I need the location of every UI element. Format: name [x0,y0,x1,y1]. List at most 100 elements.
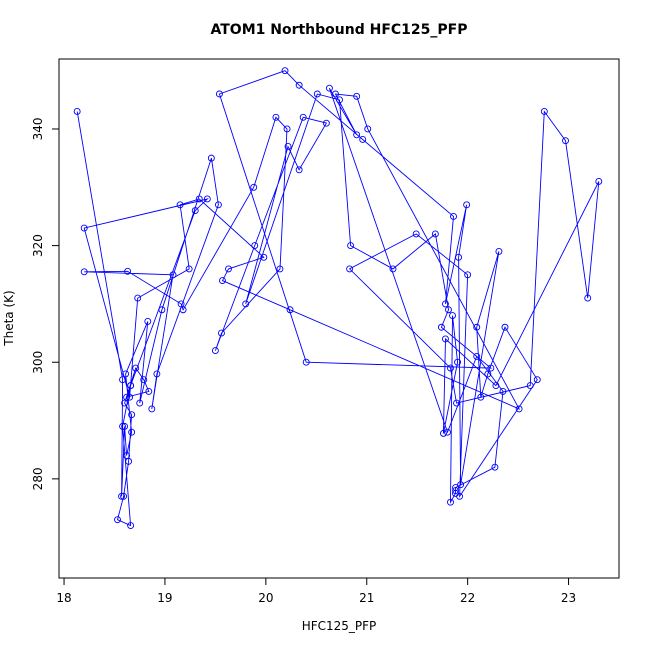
data-point [121,399,129,407]
x-axis-label: HFC125_PFP [302,619,377,633]
data-point [132,364,140,372]
data-point [283,125,291,133]
data-point [447,498,454,506]
data-point [145,387,153,395]
data-point [447,364,454,372]
data-point [242,300,250,308]
data-point [412,230,420,238]
data-point [225,265,232,273]
x-tick-label: 22 [460,591,475,605]
data-point [295,166,303,174]
data-point [272,113,280,121]
data-point [353,92,361,100]
data-point [176,201,184,209]
data-point [595,178,603,185]
data-point [332,90,339,98]
data-point [284,143,292,150]
data-point [128,411,136,419]
data-point [127,382,135,390]
x-axis: 18 19 20 21 22 23 [56,577,576,605]
data-point [191,207,199,215]
data-point [526,382,534,390]
data-point [322,119,330,127]
data-point [136,399,144,407]
data-point [80,224,88,232]
data-point [445,306,452,314]
data-point [203,195,211,203]
data-point [313,90,321,98]
data-point [442,300,449,308]
y-tick-label: 300 [31,351,45,374]
data-point [437,323,445,331]
data-point [219,277,226,285]
data-point [454,358,462,366]
data-point [346,265,354,273]
x-tick-label: 23 [561,591,576,605]
data-point [80,268,88,276]
data-point [276,265,284,273]
data-point [562,137,569,145]
data-point [127,522,135,529]
data-point [158,306,166,314]
y-tick-label: 280 [31,467,45,490]
data-point [123,452,131,459]
data-point [144,317,152,325]
x-tick-label: 18 [56,591,71,605]
data-point [515,405,523,413]
data-point [452,484,459,492]
data-point [336,96,343,104]
x-tick-label: 19 [157,591,172,605]
data-point [185,265,193,273]
data-point [325,84,333,92]
series-line [76,70,600,527]
chart-title: ATOM1 Northbound HFC125_PFP [211,22,468,38]
x-tick-label: 20 [258,591,273,605]
data-point [215,90,223,98]
data-point [347,242,355,250]
data-point [118,492,126,500]
data-point [73,108,81,115]
data-point [119,376,127,384]
data-point [286,306,294,314]
data-point [211,347,219,355]
data-point [169,271,177,279]
data-point [492,382,500,390]
data-point [457,481,465,489]
data-point [126,393,134,401]
data-point [473,323,481,331]
data-point [124,267,132,275]
data-point [207,154,215,162]
data-point [452,487,459,494]
data-point [120,492,128,500]
data-point [491,463,499,471]
data-point [295,81,303,89]
data-point [450,212,457,220]
series-layer [73,67,603,529]
data-point [140,376,148,384]
data-point [359,136,367,143]
data-point [214,201,222,209]
data-point [299,113,307,121]
data-point [353,131,361,139]
data-point [121,422,129,430]
data-point [453,399,460,407]
data-point [134,294,142,302]
data-point [250,183,258,191]
data-point [114,516,121,524]
y-axis-label: Theta (K) [2,290,16,346]
data-point [431,230,439,238]
data-point [389,265,397,273]
data-point [533,376,541,384]
data-point [153,370,161,378]
data-point [177,300,185,308]
y-axis: 280 300 320 340 [31,118,60,490]
data-point [499,387,507,395]
data-point [128,428,136,436]
data-point [540,108,548,115]
data-point [119,422,127,430]
data-point [484,370,492,378]
plot-frame [58,58,620,579]
data-point [487,364,495,372]
data-point [455,253,463,261]
data-point [302,358,310,366]
